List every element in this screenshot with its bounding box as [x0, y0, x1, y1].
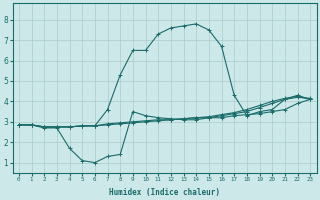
X-axis label: Humidex (Indice chaleur): Humidex (Indice chaleur)	[109, 188, 220, 197]
